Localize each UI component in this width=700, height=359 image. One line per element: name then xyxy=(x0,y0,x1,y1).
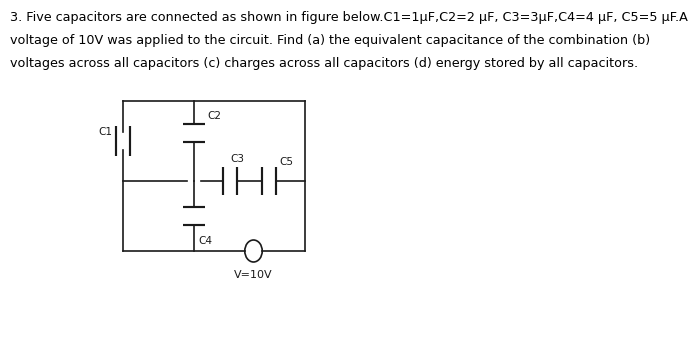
Text: C1: C1 xyxy=(99,127,113,137)
Text: C2: C2 xyxy=(208,111,222,121)
Text: C5: C5 xyxy=(280,157,294,167)
Text: V=10V: V=10V xyxy=(234,270,273,280)
Text: voltage of 10V was applied to the circuit. Find (a) the equivalent capacitance o: voltage of 10V was applied to the circui… xyxy=(10,34,650,47)
Text: C4: C4 xyxy=(199,236,213,246)
Text: 3. Five capacitors are connected as shown in figure below.C1=1μF,C2=2 μF, C3=3μF: 3. Five capacitors are connected as show… xyxy=(10,11,688,24)
Text: C3: C3 xyxy=(230,154,244,164)
Text: voltages across all capacitors (c) charges across all capacitors (d) energy stor: voltages across all capacitors (c) charg… xyxy=(10,57,638,70)
